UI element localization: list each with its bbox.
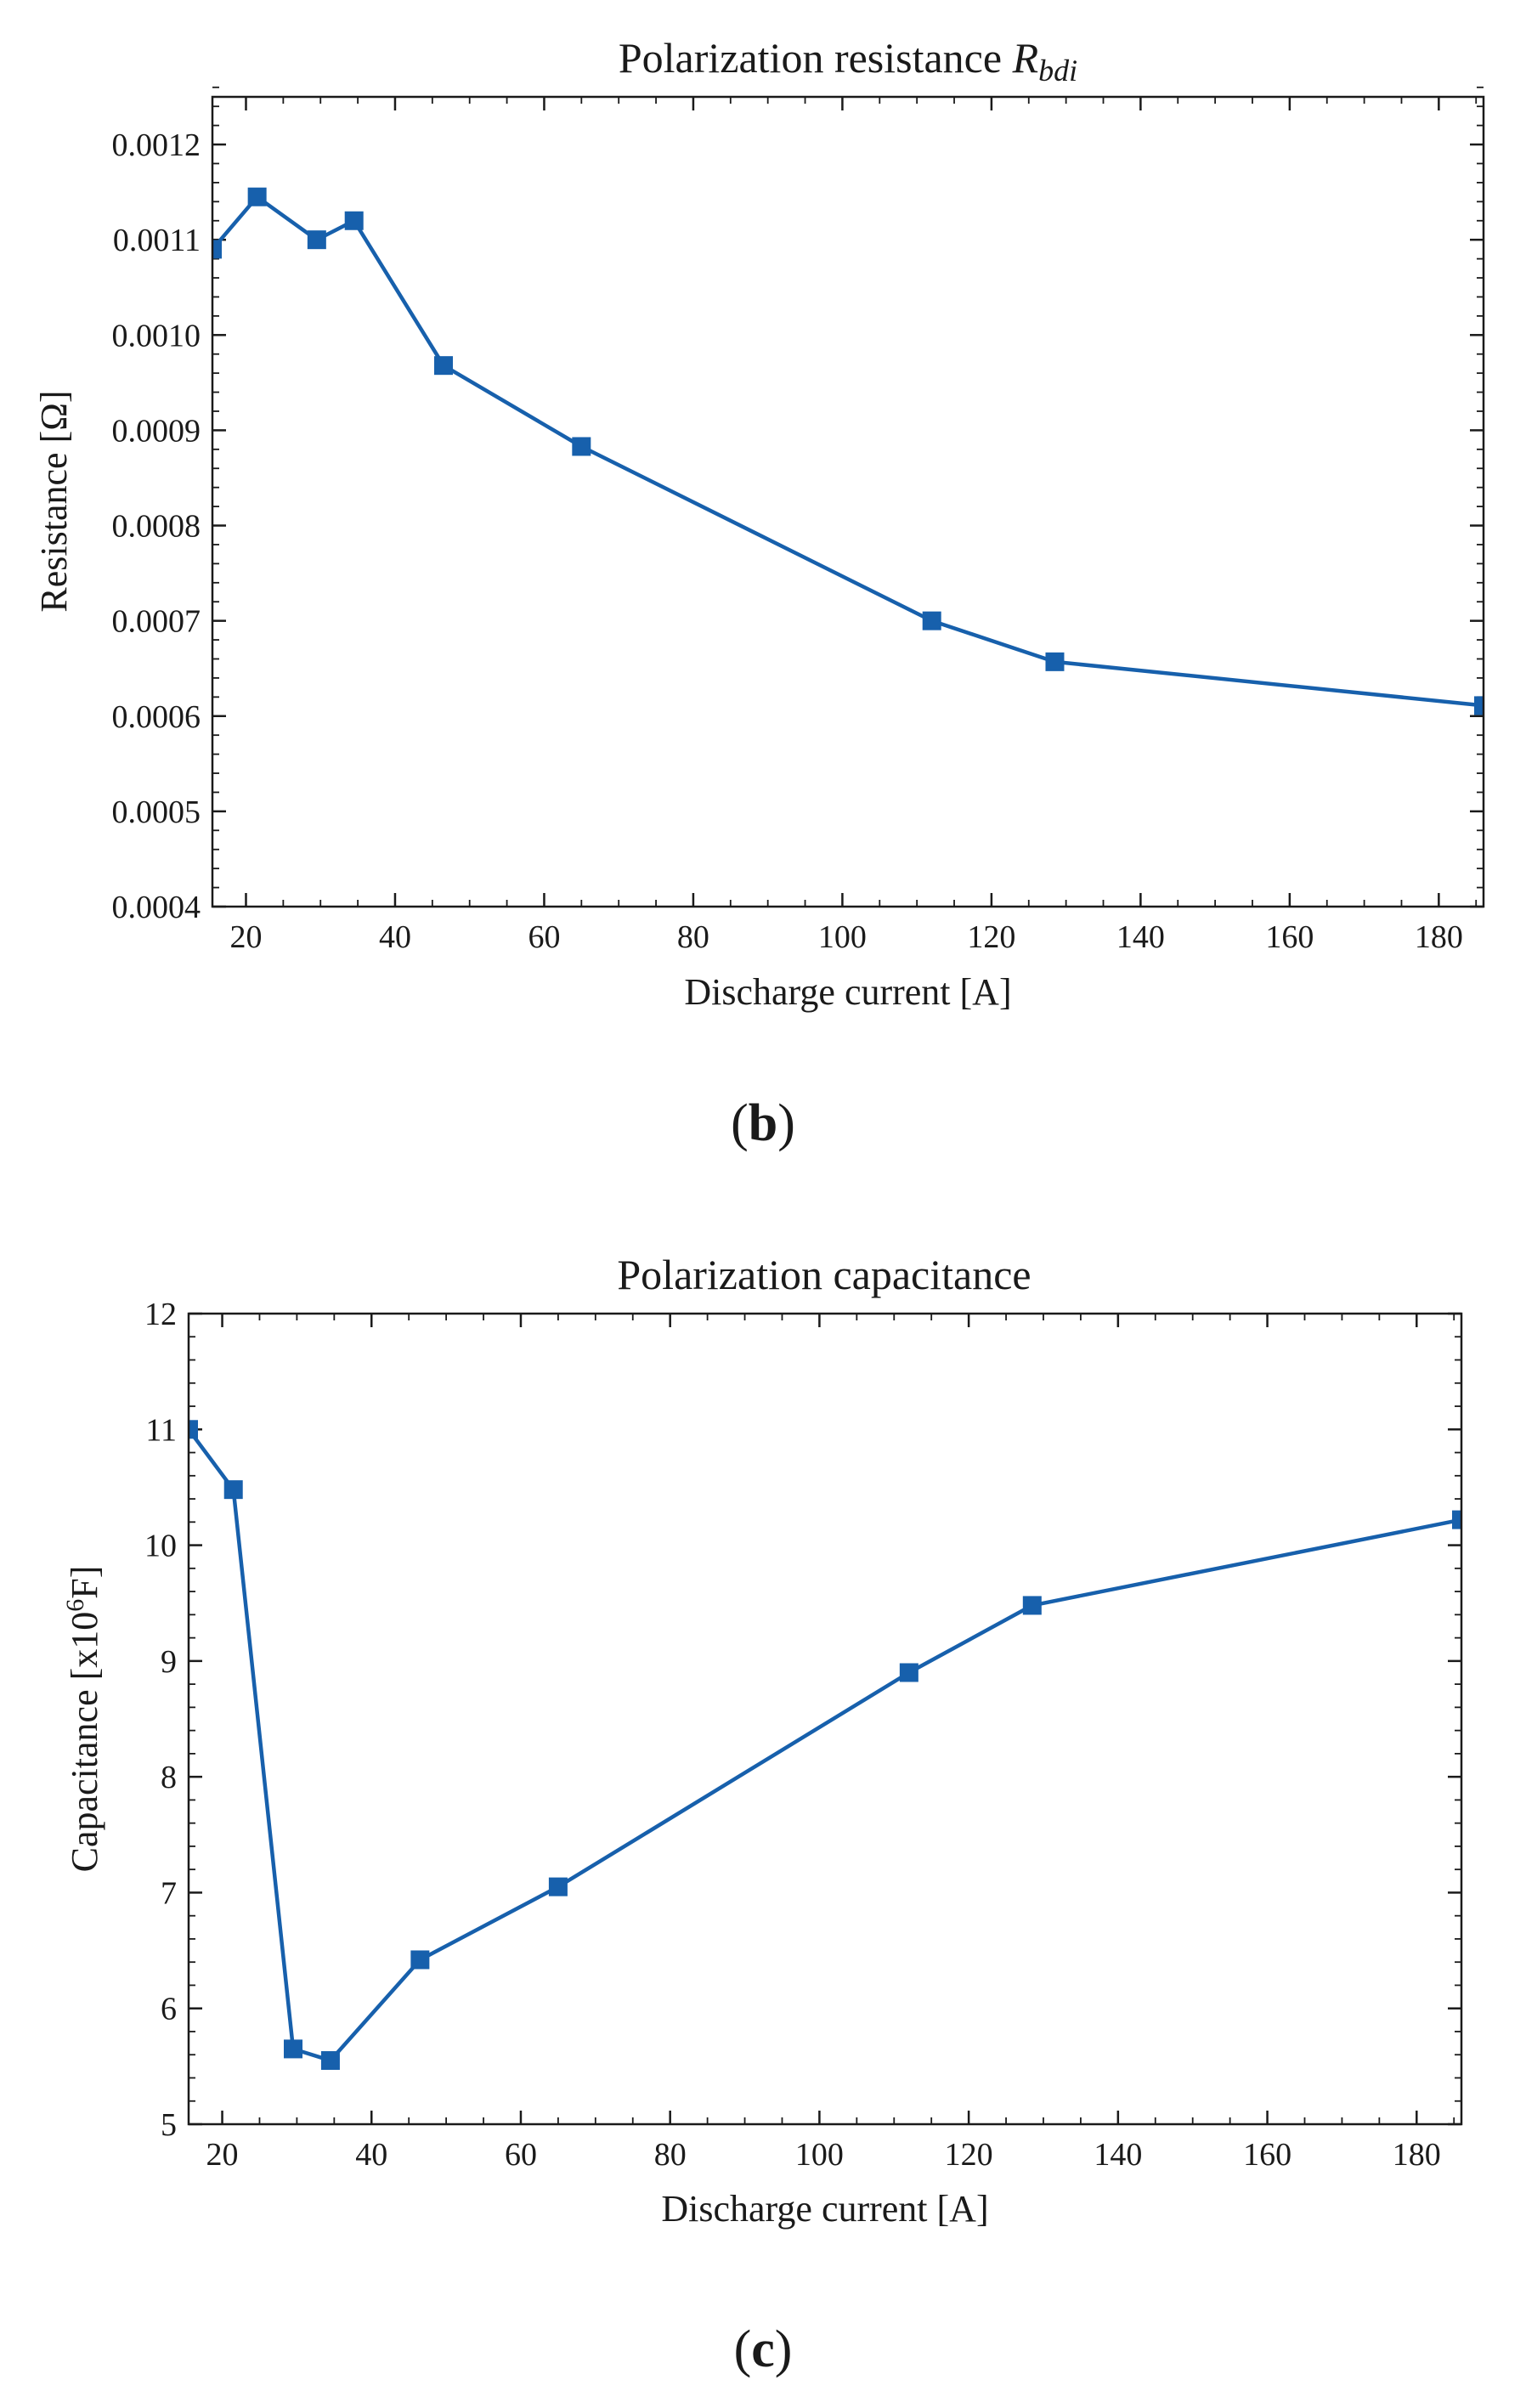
data-point-marker <box>307 230 326 250</box>
chart-resistance: Polarization resistance Rbdi 0.00040.000… <box>33 34 1485 1152</box>
y-tick-label: 0.0010 <box>112 318 201 353</box>
y-tick-label: 6 <box>161 1992 177 2027</box>
data-point-marker <box>410 1950 430 1970</box>
y-tick-label: 9 <box>161 1644 177 1680</box>
x-tick-label: 160 <box>1243 2137 1291 2173</box>
x-tick-label: 60 <box>528 919 560 955</box>
data-point-marker <box>1474 696 1484 715</box>
y-tick-label: 8 <box>161 1760 177 1795</box>
x-tick-label: 140 <box>1116 919 1165 955</box>
y-tick-label: 0.0006 <box>112 699 201 735</box>
data-point-marker <box>1022 1596 1042 1615</box>
minor-ticks <box>212 86 1484 907</box>
y-tick-label: 0.0005 <box>112 794 201 830</box>
data-point-marker <box>572 437 591 456</box>
x-tick-label: 40 <box>355 2137 387 2173</box>
plot-frame <box>187 1312 1463 2126</box>
y-axis-label: Capacitance [x106F] <box>61 1566 105 1873</box>
x-tick-label: 180 <box>1415 919 1463 955</box>
chart-title: Polarization capacitance <box>617 1251 1031 1298</box>
data-point-marker <box>434 356 453 376</box>
series-line <box>212 195 1484 708</box>
y-tick-label: 0.0007 <box>112 604 201 640</box>
data-point-marker <box>1045 652 1065 671</box>
y-tick-label: 0.0009 <box>112 413 201 449</box>
plot-series <box>212 187 1484 715</box>
x-tick-label: 20 <box>229 919 262 955</box>
x-tick-label: 160 <box>1265 919 1314 955</box>
y-tick-label: 5 <box>161 2107 177 2143</box>
plot-series <box>189 1420 1461 2071</box>
x-tick-label: 80 <box>654 2137 687 2173</box>
x-tick-labels: 20 40 60 80 100 120 140 160 180 <box>229 919 1462 955</box>
y-tick-label: 0.0004 <box>112 890 201 925</box>
x-tick-label: 60 <box>505 2137 537 2173</box>
x-axis-label: Discharge current [A] <box>661 2188 988 2230</box>
data-point-marker <box>223 1480 243 1500</box>
chart-title: Polarization resistance Rbdi <box>619 34 1077 88</box>
series-line <box>189 1427 1461 2063</box>
x-tick-label: 120 <box>945 2137 993 2173</box>
y-tick-labels: 0.0004 0.0005 0.0006 0.0007 0.0008 0.0009 0.00… <box>112 127 201 925</box>
panel-label-b: (b) <box>731 1094 795 1152</box>
data-point-marker <box>320 2051 340 2071</box>
major-ticks <box>212 97 1484 908</box>
data-point-marker <box>189 1420 198 1439</box>
data-point-marker <box>247 187 267 206</box>
panel-label-c: (c) <box>734 2320 793 2378</box>
y-tick-label: 0.0012 <box>112 127 201 163</box>
plot-frame <box>211 95 1485 908</box>
x-axis-label: Discharge current [A] <box>684 971 1011 1013</box>
chart-capacitance: Polarization capacitance 5 6 7 8 9 10 11 12 20 4… <box>61 1251 1463 2378</box>
y-tick-label: 12 <box>144 1297 177 1332</box>
y-axis-label: Resistance [Ω] <box>33 390 75 612</box>
x-tick-label: 20 <box>206 2137 239 2173</box>
x-tick-label: 100 <box>795 2137 844 2173</box>
x-tick-label: 120 <box>967 919 1015 955</box>
data-point-marker <box>899 1663 918 1682</box>
x-tick-label: 140 <box>1094 2137 1142 2173</box>
data-point-marker <box>344 211 364 230</box>
x-tick-label: 40 <box>379 919 411 955</box>
data-point-marker <box>284 2039 303 2059</box>
data-point-marker <box>548 1877 568 1896</box>
y-tick-labels: 5 6 7 8 9 10 11 12 <box>144 1297 177 2143</box>
x-tick-labels: 20 40 60 80 100 120 140 160 180 <box>206 2137 1441 2173</box>
data-point-marker <box>1452 1510 1461 1529</box>
data-point-marker <box>922 611 941 630</box>
y-tick-label: 11 <box>145 1412 177 1448</box>
y-tick-label: 10 <box>144 1529 177 1564</box>
y-tick-label: 0.0011 <box>113 223 201 258</box>
data-point-marker <box>212 240 222 259</box>
x-tick-label: 100 <box>818 919 867 955</box>
y-tick-label: 0.0008 <box>112 509 201 545</box>
y-tick-label: 7 <box>161 1875 177 1911</box>
x-tick-label: 180 <box>1393 2137 1441 2173</box>
x-tick-label: 80 <box>677 919 709 955</box>
